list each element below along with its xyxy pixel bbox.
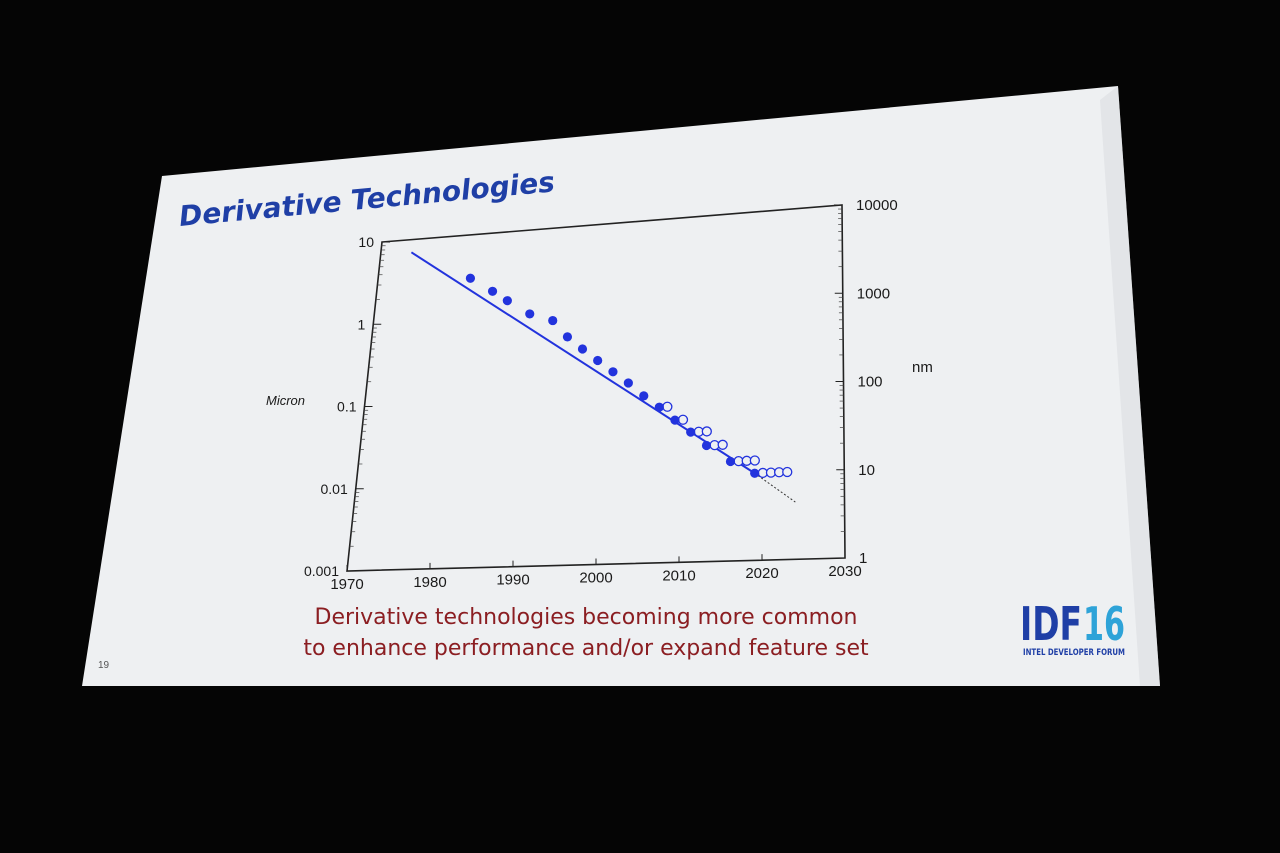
y-axis-label: Micron [266, 393, 305, 408]
filled-data-point [750, 468, 760, 478]
y2-tick-label: 10 [858, 462, 875, 479]
filled-data-point [654, 402, 664, 412]
projection-screen [82, 86, 1160, 686]
x-tick-label: 2010 [662, 567, 695, 584]
x-tick-label: 2000 [579, 570, 612, 587]
x-tick-label: 2020 [745, 565, 778, 582]
y2-tick-label: 1 [859, 550, 867, 567]
filled-data-point [701, 440, 712, 451]
logo-year-text: 16 [1083, 597, 1125, 651]
filled-data-point [608, 367, 618, 377]
y2-tick-label: 1000 [857, 285, 890, 302]
y2-tick-label: 100 [858, 374, 883, 391]
y-tick-label: 1 [357, 316, 365, 332]
open-data-point [717, 439, 728, 450]
slide-number: 19 [98, 660, 110, 671]
filled-data-point [686, 427, 696, 437]
open-data-point [782, 466, 793, 478]
projection-line [754, 472, 796, 503]
filled-data-point [487, 286, 498, 296]
x-axis-ticks: 1970 1980 1990 2000 2010 2020 2030 [330, 552, 862, 593]
filled-data-point [525, 309, 535, 319]
caption-line-1: Derivative technologies becoming more co… [315, 605, 858, 630]
idf16-logo: IDF 16 INTEL DEVELOPER FORUM [1020, 597, 1125, 658]
chart: 1970 1980 1990 2000 2010 2020 2030 10 1 0.1 0.01 0… [266, 197, 933, 593]
filled-data-point [465, 273, 476, 283]
x-tick-label: 2030 [828, 563, 861, 580]
logo-idf-text: IDF [1020, 597, 1082, 651]
filled-data-point [577, 344, 588, 354]
filled-data-point [502, 296, 512, 306]
y-tick-label: 10 [358, 234, 374, 250]
y2-axis-label: nm [912, 359, 933, 376]
filled-data-point [548, 315, 558, 326]
screen-shadow [1100, 86, 1160, 686]
filled-data-point [562, 332, 573, 342]
y-tick-label: 0.01 [321, 481, 348, 497]
filled-data-point [670, 415, 680, 425]
y-tick-label: 0.1 [337, 399, 357, 415]
filled-data-point [639, 391, 649, 401]
open-data-point [701, 426, 712, 437]
open-data-point [677, 414, 689, 425]
y2-tick-label: 10000 [856, 197, 898, 214]
filled-data-point [593, 355, 603, 366]
open-data-point [749, 455, 760, 466]
y-axis-ticks: 10 1 0.1 0.01 0.001 [304, 234, 390, 579]
x-tick-label: 1980 [413, 574, 446, 591]
caption-line-2: to enhance performance and/or expand fea… [303, 636, 869, 661]
open-data-point [662, 401, 673, 412]
filled-data-point [725, 456, 736, 467]
y-tick-label: 0.001 [304, 563, 339, 579]
filled-data-point [623, 378, 633, 388]
x-tick-label: 1990 [496, 572, 529, 589]
series-layer [410, 251, 796, 503]
logo-subtitle: INTEL DEVELOPER FORUM [1023, 648, 1125, 658]
x-tick-label: 1970 [330, 576, 363, 593]
y2-axis-ticks: 10000 1000 100 10 1 [834, 197, 898, 567]
